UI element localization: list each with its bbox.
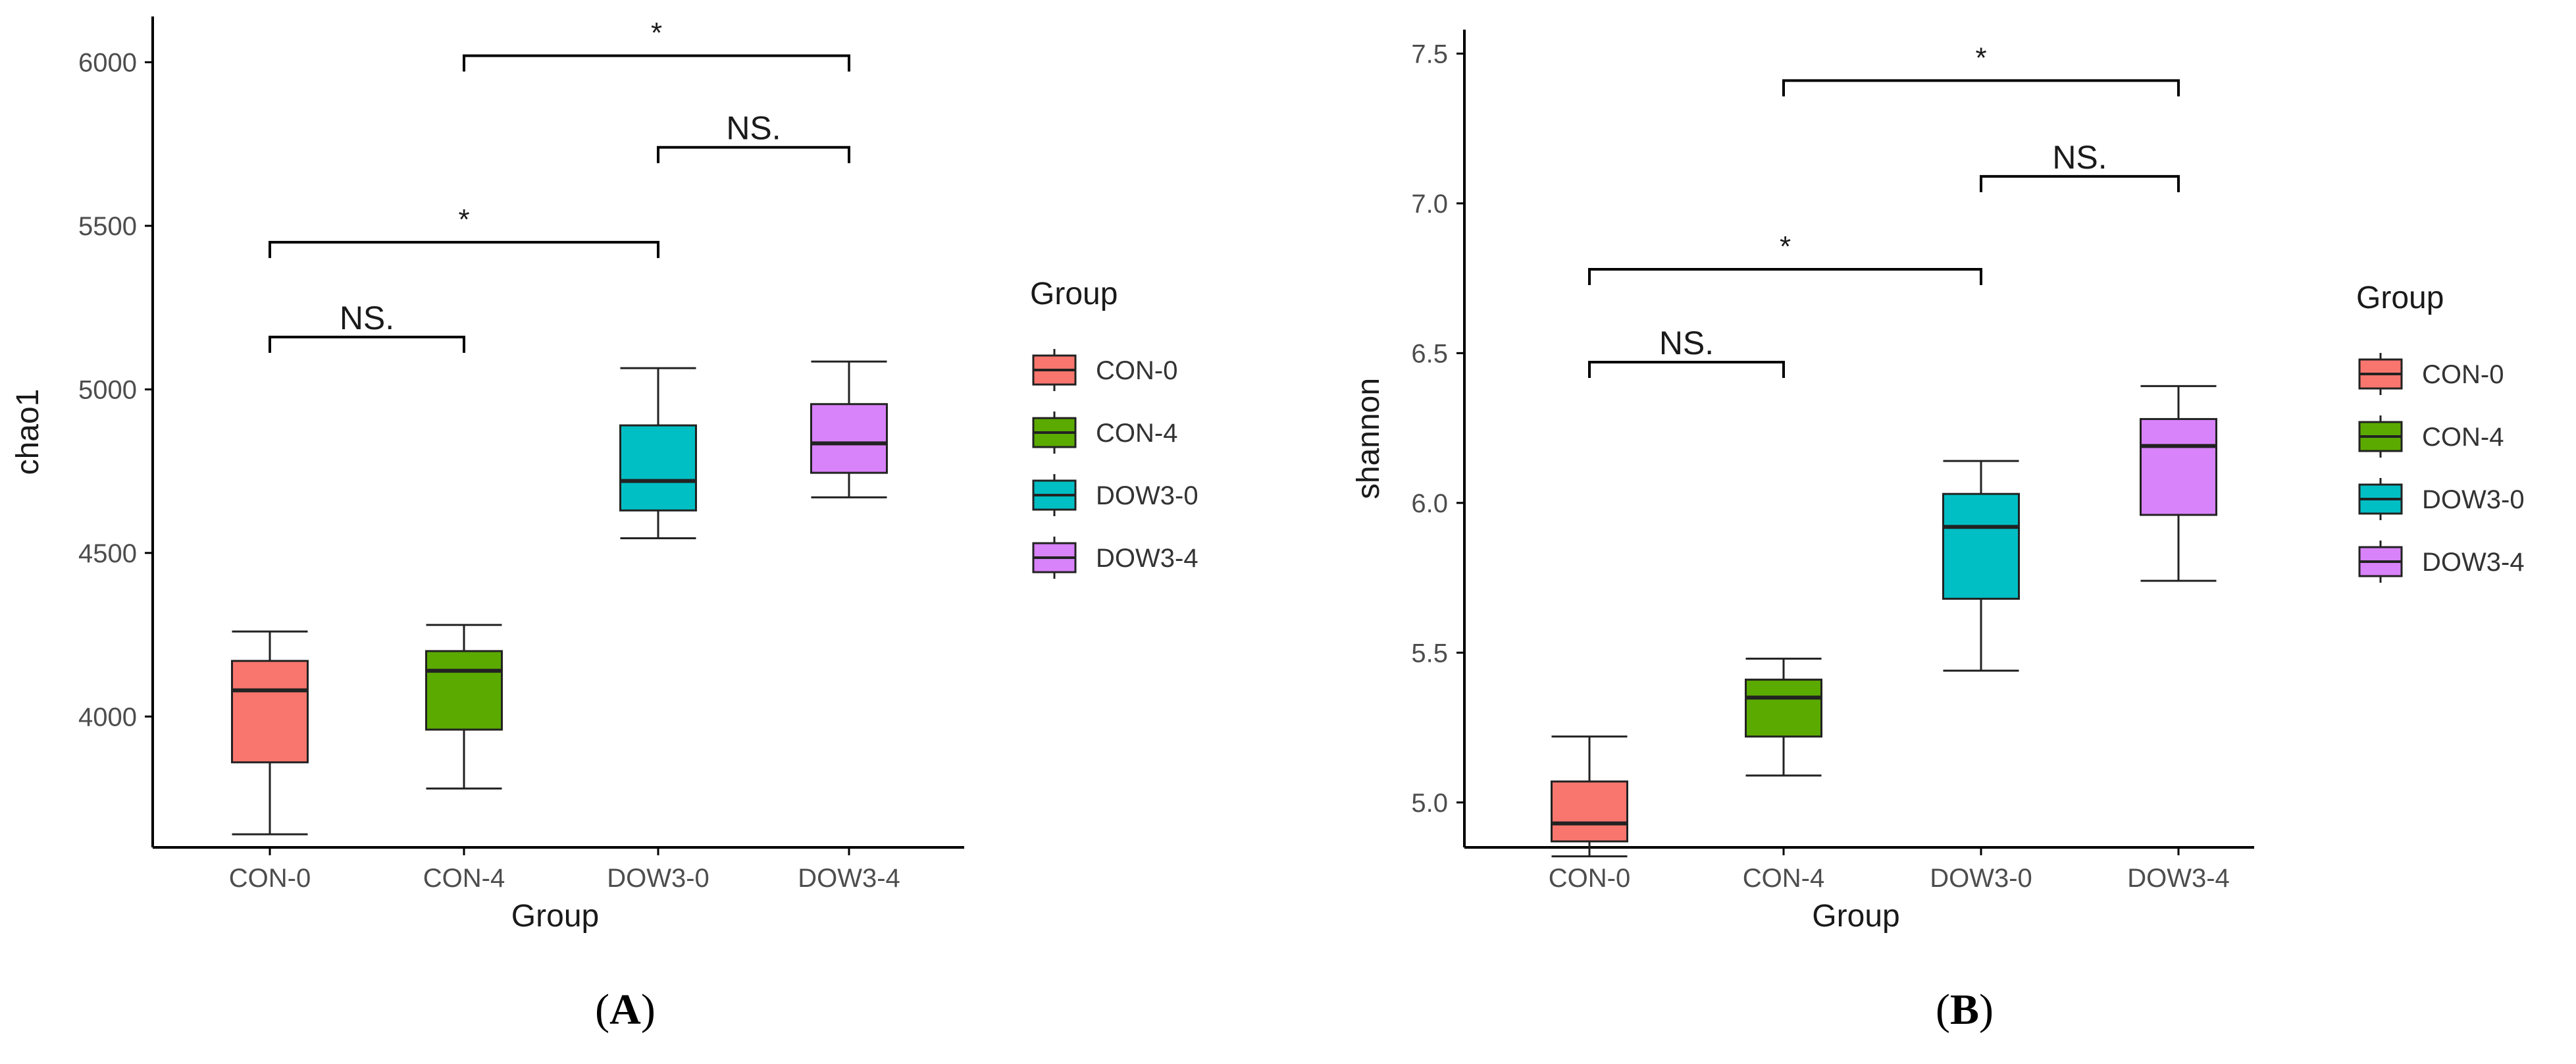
bracket-line [1980,174,2180,192]
box-con-4 [425,624,503,790]
y-axis-title: shannon [1351,378,1386,499]
x-tick-label: CON-4 [1743,864,1824,893]
significance-bracket: * [463,17,850,72]
significance-bracket: NS. [1980,139,2180,192]
bracket-line [1588,267,1982,285]
significance-label: NS. [1659,325,1714,361]
significance-bracket: * [269,203,659,258]
legend-item: DOW3-0 [2358,478,2525,520]
box-dow3-0 [1942,460,2020,672]
y-tick-label: 6.0 [1411,489,1448,518]
significance-label: * [1780,230,1791,263]
legend-label: DOW3-0 [1096,481,1198,510]
box-dow3-4 [2140,385,2217,582]
box-iqr [1551,780,1628,843]
y-tick-label: 7.0 [1411,190,1448,219]
y-tick-label: 5.5 [1411,639,1448,668]
chart-panel-b: 5.0 5.5 6.0 6.5 7.0 7.5 CON-0 CON-4 DOW3-0 DOW3-4… [1351,30,2525,1034]
legend-label: CON-0 [2422,360,2504,389]
x-tick-label: CON-4 [423,864,505,893]
significance-label: NS. [340,300,394,336]
x-tick-label: DOW3-0 [1930,864,2032,893]
chart-panel-a: 4000 4500 5000 5500 6000 CON-0 CON-4 DOW3-0 DOW3… [11,16,1198,1034]
legend-item: CON-0 [2358,353,2504,395]
legend-item: DOW3-4 [2358,541,2525,583]
y-tick-label: 5000 [78,375,137,404]
x-tick-label: DOW3-0 [607,864,709,893]
significance-bracket: NS. [1588,325,1785,378]
significance-bracket: * [1782,41,2180,97]
significance-label: * [458,203,469,236]
legend-label: DOW3-4 [2422,548,2525,577]
x-axis-title: Group [1812,899,1899,934]
y-tick-label: 4500 [78,539,137,568]
box-dow3-4 [810,360,888,498]
legend: Group CON-0 CON-4 DOW3-0 DOW3-4 [2356,280,2525,583]
y-tick-label: 6.5 [1411,339,1448,368]
legend-label: CON-4 [2422,423,2504,452]
legend-label: CON-4 [1096,419,1177,448]
significance-bracket: NS. [657,110,850,163]
legend-item: DOW3-0 [1032,474,1198,516]
significance-label: * [1975,41,1986,74]
box-con-4 [1745,657,1822,777]
x-tick-label: DOW3-4 [2127,864,2230,893]
box-iqr [1942,492,2020,600]
bracket-line [1782,79,2180,97]
x-axis-title: Group [511,899,599,934]
legend-title: Group [2356,280,2444,315]
box-iqr [2140,417,2217,516]
box-iqr [1745,678,1822,738]
x-tick-label: CON-0 [229,864,311,893]
panel-label: (B) [1936,986,1994,1034]
box-iqr [619,424,697,512]
x-tick-label: CON-0 [1549,864,1630,893]
y-axis-title: chao1 [11,389,45,475]
bracket-line [1588,360,1785,378]
bracket-line [463,54,850,72]
y-tick-label: 5500 [78,212,137,241]
x-tick-label: DOW3-4 [798,864,900,893]
legend-item: CON-4 [1032,412,1177,454]
legend: Group CON-0 CON-4 DOW3-0 DOW3-4 [1030,277,1198,579]
bracket-line [657,146,850,163]
legend-title: Group [1030,277,1118,311]
significance-label: NS. [726,110,781,147]
y-tick-label: 5.0 [1411,789,1448,818]
box-iqr [231,660,309,764]
bracket-line [269,240,659,258]
legend-item: DOW3-4 [1032,537,1198,579]
significance-bracket: NS. [269,300,465,353]
significance-bracket: * [1588,230,1982,285]
panel-label: (A) [595,986,656,1034]
box-iqr [425,650,503,731]
box-con-0 [1551,735,1628,858]
y-tick-label: 6000 [78,49,137,78]
legend-item: CON-0 [1032,349,1177,391]
y-tick-label: 4000 [78,703,137,732]
legend-label: DOW3-4 [1096,544,1198,573]
significance-label: * [651,17,662,49]
legend-item: CON-4 [2358,415,2504,458]
legend-label: DOW3-0 [2422,485,2525,514]
box-dow3-0 [619,367,697,539]
y-tick-label: 7.5 [1411,40,1448,68]
box-con-0 [231,630,309,836]
bracket-line [269,335,465,353]
legend-label: CON-0 [1096,356,1177,385]
significance-label: NS. [2052,139,2107,176]
box-iqr [810,403,888,474]
